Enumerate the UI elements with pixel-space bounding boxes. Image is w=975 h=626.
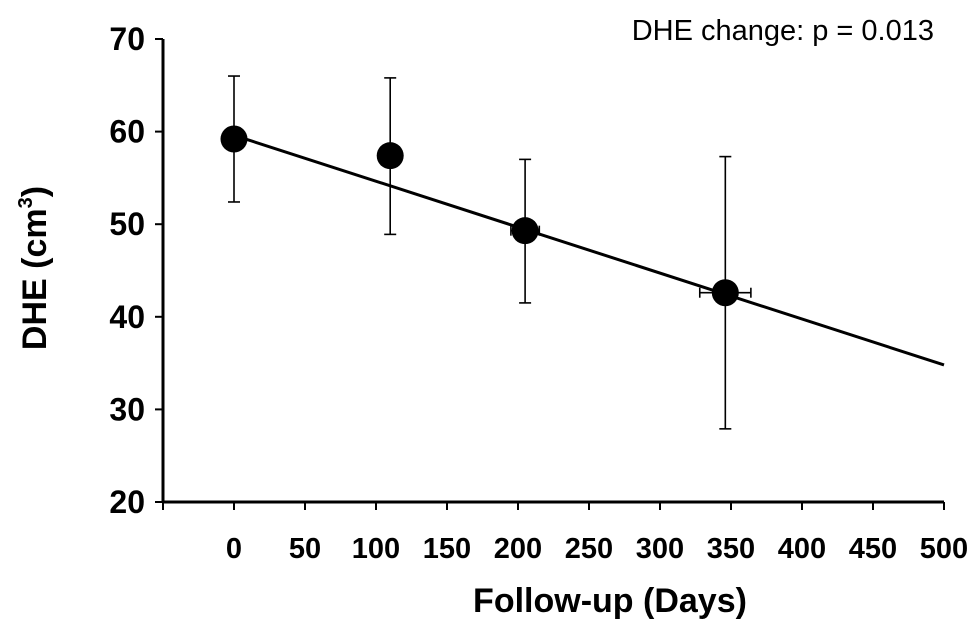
x-tick-label: 500 [920,533,968,565]
y-tick-label: 50 [109,206,145,242]
x-tick-label: 100 [352,533,400,565]
data-point [511,217,539,245]
x-tick-label: 50 [289,533,321,565]
y-axis-title-main: DHE (cm [16,208,54,350]
x-tick-label: 400 [778,533,826,565]
data-point-group [510,158,541,304]
y-axis-title-end: ) [16,186,54,197]
y-tick-label: 60 [109,114,145,150]
p-value-annotation: DHE change: p = 0.013 [632,15,934,47]
y-tick-label: 40 [109,299,145,335]
x-tick-label: 150 [423,533,471,565]
y-axis-title-superscript: 3 [15,197,37,208]
y-tick-label: 70 [109,21,145,57]
points-layer [220,75,752,430]
y-axis: 20 30 40 50 60 70 [109,21,165,520]
y-tick-label: 30 [109,391,145,427]
x-axis: 0 50 100 150 200 250 300 350 400 450 500 [162,500,968,565]
data-point-group [220,75,248,203]
x-tick-label: 250 [565,533,613,565]
y-axis-title: DHE (cm3) [15,186,54,350]
x-tick-label: 350 [707,533,755,565]
data-point [376,142,404,170]
trendline-layer [233,133,945,367]
x-axis-title: Follow-up (Days) [473,582,747,620]
y-tick-label: 20 [109,484,145,520]
x-tick-label: 450 [849,533,897,565]
trendline [233,133,945,367]
data-point-group [698,155,752,430]
data-point [711,279,739,307]
x-tick-label: 300 [636,533,684,565]
data-point [220,125,248,153]
x-tick-label: 0 [226,533,242,565]
data-point-group [376,77,404,236]
x-tick-label: 200 [494,533,542,565]
